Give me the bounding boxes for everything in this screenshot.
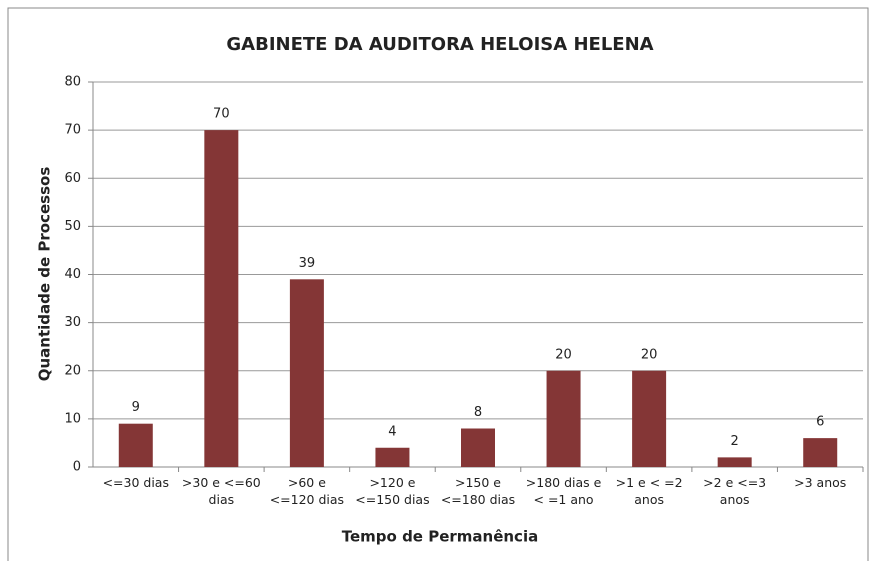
bar bbox=[118, 423, 153, 467]
chart-title: GABINETE DA AUDITORA HELOISA HELENA bbox=[226, 34, 653, 55]
y-axis-title: Quantidade de Processos bbox=[36, 167, 54, 382]
bar bbox=[289, 279, 324, 467]
y-tick-label: 60 bbox=[64, 171, 81, 186]
x-tick-label: >180 dias e < =1 ano bbox=[525, 475, 602, 507]
bar bbox=[204, 130, 239, 467]
data-label: 39 bbox=[299, 256, 316, 271]
bar bbox=[632, 370, 667, 467]
x-tick-label: >2 e <=3 anos bbox=[703, 475, 767, 507]
bar bbox=[717, 457, 752, 467]
x-axis-title: Tempo de Permanência bbox=[342, 528, 538, 546]
y-tick-label: 80 bbox=[64, 75, 81, 90]
y-tick-label: 10 bbox=[64, 411, 81, 426]
y-tick-label: 40 bbox=[64, 267, 81, 282]
data-label: 4 bbox=[388, 424, 396, 439]
bar bbox=[546, 370, 581, 467]
bar bbox=[375, 447, 410, 467]
x-tick-label: >3 anos bbox=[794, 475, 847, 490]
data-label: 20 bbox=[555, 347, 572, 362]
bar bbox=[803, 438, 838, 467]
y-tick-label: 20 bbox=[64, 363, 81, 378]
x-tick-label: >150 e <=180 dias bbox=[440, 475, 516, 507]
data-label: 6 bbox=[816, 415, 824, 430]
data-label: 20 bbox=[641, 347, 658, 362]
chart-border bbox=[7, 7, 869, 561]
x-tick-label: >1 e < =2 anos bbox=[615, 475, 683, 507]
data-label: 70 bbox=[213, 107, 230, 122]
y-tick-label: 50 bbox=[64, 219, 81, 234]
y-tick-label: 70 bbox=[64, 123, 81, 138]
x-tick-label: >60 e <=120 dias bbox=[269, 475, 345, 507]
y-tick-label: 30 bbox=[64, 315, 81, 330]
x-tick-label: >30 e <=60 dias bbox=[181, 475, 261, 507]
bar bbox=[461, 428, 495, 467]
data-label: 9 bbox=[132, 400, 140, 415]
x-tick-label: >120 e <=150 dias bbox=[355, 475, 430, 507]
data-label: 8 bbox=[474, 405, 482, 420]
y-tick-label: 0 bbox=[73, 460, 81, 475]
data-label: 2 bbox=[731, 434, 739, 449]
x-tick-label: <=30 dias bbox=[102, 475, 169, 490]
